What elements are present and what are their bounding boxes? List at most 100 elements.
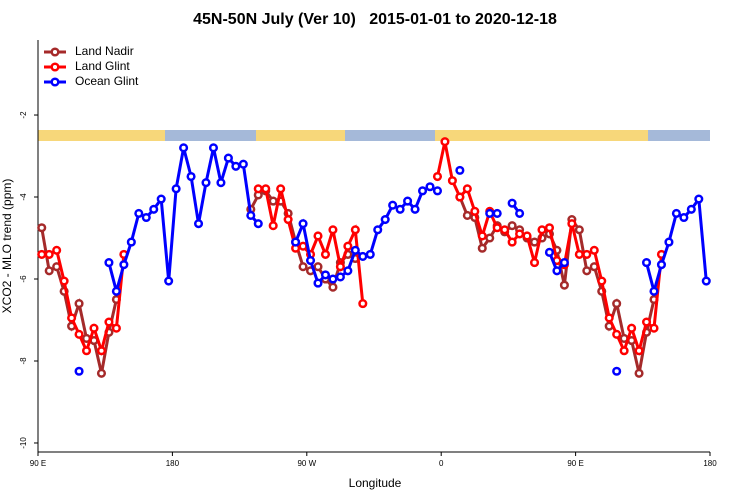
point [485, 233, 495, 243]
point [358, 251, 368, 262]
point [111, 323, 121, 333]
point [515, 229, 525, 239]
y-tick-label: -2 [19, 111, 28, 119]
point [477, 243, 487, 253]
point [67, 313, 77, 323]
point [44, 266, 54, 276]
point [432, 171, 443, 182]
point [96, 368, 107, 378]
point [291, 237, 301, 247]
point [246, 210, 256, 221]
point [320, 249, 331, 259]
legend-marker [50, 47, 60, 57]
point [37, 223, 47, 233]
point [507, 237, 517, 247]
x-tick-label: 90 E [567, 459, 583, 468]
point [403, 196, 413, 206]
point [231, 161, 241, 171]
point [604, 313, 614, 323]
point [679, 212, 689, 223]
point [111, 286, 121, 296]
point [201, 178, 211, 188]
point [126, 237, 136, 247]
y-tick-label: -4 [19, 193, 28, 201]
legend-label: Land Nadir [75, 44, 134, 58]
point [298, 241, 308, 251]
legend-label: Ocean Glint [75, 74, 139, 88]
point [649, 323, 659, 333]
point [529, 258, 540, 268]
point [96, 346, 107, 356]
point [612, 329, 622, 339]
x-tick-label: 180 [166, 459, 180, 468]
land-band [256, 130, 345, 141]
point [104, 317, 114, 327]
point [365, 249, 375, 259]
y-tick-label: -6 [19, 275, 28, 283]
point [440, 137, 450, 147]
point [276, 184, 286, 194]
point [395, 204, 405, 214]
point [343, 266, 353, 276]
point [701, 276, 711, 286]
point [477, 231, 487, 241]
point [552, 266, 562, 276]
legend-marker [50, 62, 60, 72]
point [261, 184, 271, 194]
point [208, 143, 219, 153]
land-band [38, 130, 165, 141]
point [455, 192, 465, 202]
point [74, 299, 84, 309]
point [328, 274, 338, 284]
point [455, 165, 465, 175]
point [358, 299, 368, 309]
point [328, 282, 338, 292]
point [500, 225, 510, 235]
point [388, 200, 398, 210]
ocean-band [38, 130, 710, 141]
point [380, 215, 390, 225]
point [74, 329, 84, 339]
point [462, 184, 472, 194]
point [268, 221, 278, 231]
point [104, 258, 114, 268]
point [171, 184, 181, 194]
point [223, 153, 233, 163]
point [52, 245, 62, 255]
point [634, 346, 644, 356]
point [544, 223, 555, 233]
point [694, 194, 704, 204]
point [425, 182, 435, 192]
point [559, 258, 569, 268]
legend-label: Land Glint [75, 59, 130, 73]
point [410, 204, 420, 214]
point [320, 270, 331, 280]
point [149, 204, 159, 214]
map-band [38, 130, 710, 141]
point [335, 272, 345, 282]
x-tick-label: 180 [703, 459, 717, 468]
chart-title: 45N-50N July (Ver 10) 2015-01-01 to 2020… [193, 11, 557, 28]
point [81, 346, 92, 356]
point [574, 225, 584, 235]
point [574, 249, 584, 259]
point [582, 266, 592, 276]
point [559, 280, 569, 290]
point [492, 208, 502, 218]
point [156, 194, 166, 204]
x-tick-label: 90 W [297, 459, 316, 468]
point [44, 249, 54, 259]
point [492, 223, 502, 233]
point [515, 208, 525, 218]
point [141, 212, 151, 223]
point [612, 299, 622, 309]
point [597, 276, 607, 286]
point [186, 171, 196, 182]
point [664, 237, 674, 247]
y-axis-label: XCO2 - MLO trend (ppm) [0, 179, 14, 314]
point [119, 260, 129, 270]
point [253, 184, 263, 194]
point [529, 237, 540, 247]
point [134, 208, 144, 218]
point [507, 198, 517, 208]
